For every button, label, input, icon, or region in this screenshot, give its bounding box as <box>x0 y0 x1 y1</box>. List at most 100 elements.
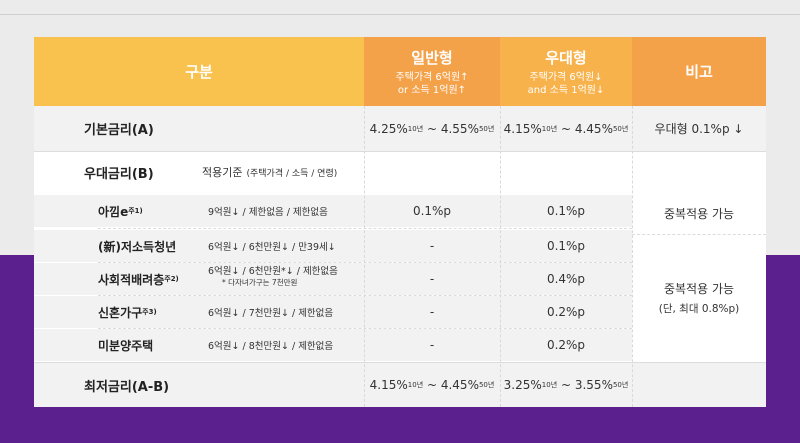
sub-row-general-0: 0.1%p <box>364 195 500 227</box>
header-category-label: 구분 <box>185 63 213 81</box>
base-rate-note-text: 우대형 0.1%p ↓ <box>654 122 744 136</box>
pref-note-top-text: 중복적용 가능 <box>663 206 735 221</box>
sub-row-criteria-4: 6억원↓ / 8천만원↓ / 제한없음 <box>204 329 364 361</box>
min-rate-general-low-sup: 10년 <box>407 381 424 389</box>
min-rate-note <box>632 363 766 407</box>
base-rate-pref-low-sup: 10년 <box>541 124 558 133</box>
header-preferential-title: 우대형 <box>545 48 587 67</box>
sub-row-general-text-4: - <box>429 338 435 352</box>
pref-rate-label: 우대금리(B) <box>34 152 184 192</box>
sub-row-criteria-text-0: 9억원↓ / 제한없음 / 제한없음 <box>208 207 328 218</box>
sub-row-pref-3: 0.2%p <box>500 296 632 328</box>
criteria-title-text: 적용기준 <box>202 166 243 179</box>
base-rate-pref-high: 4.45% <box>574 121 613 136</box>
sub-row-divider-3 <box>98 295 632 296</box>
header-preferential: 우대형 주택가격 6억원↓ and 소득 1억원↓ <box>500 37 632 106</box>
base-rate-pref-high-sup: 50년 <box>612 124 629 133</box>
sub-row-criteria-text-3: 6억원↓ / 7천만원↓ / 제한없음 <box>208 308 334 319</box>
row-divider-base <box>34 151 766 152</box>
header-general-line2: or 소득 1억원↑ <box>397 84 467 96</box>
row-divider-min <box>34 362 766 363</box>
min-rate-general-high-sup: 50년 <box>478 381 495 389</box>
sub-row-label-0: 아낌e 주1) <box>34 195 204 227</box>
sub-row-name-4: 미분양주택 <box>98 338 154 353</box>
sub-row-criteria-text-1: 6억원↓ / 6천만원↓ / 만39세↓ <box>208 242 336 253</box>
base-rate-label: 기본금리(A) <box>34 106 364 151</box>
sub-row-pref-0: 0.1%p <box>500 195 632 227</box>
header-category: 구분 <box>34 37 364 106</box>
pref-note-bottom-text-1: 중복적용 가능 <box>663 282 735 296</box>
sub-row-pref-2: 0.4%p <box>500 263 632 295</box>
sub-row-general-text-0: 0.1%p <box>412 204 452 218</box>
min-rate-pref-high-sup: 50년 <box>612 381 629 389</box>
col-divider-general <box>364 106 365 407</box>
base-rate-general-low-sup: 10년 <box>407 124 424 133</box>
base-rate-label-text: 기본금리(A) <box>84 123 154 138</box>
sub-row-pref-4: 0.2%p <box>500 329 632 361</box>
sub-row-general-3: - <box>364 296 500 328</box>
sub-row-criteria-text-2: 6억원↓ / 6천만원*↓ / 제한없음 <box>208 266 338 277</box>
col-divider-preferential <box>500 106 501 407</box>
min-rate-general-low: 4.15% <box>369 378 408 392</box>
base-rate-general-high: 4.55% <box>440 121 479 136</box>
pref-note-top: 중복적용 가능 <box>632 192 766 234</box>
min-rate-general: 4.15% 10년 ~ 4.45% 50년 <box>364 363 500 407</box>
header-note: 비고 <box>632 37 766 106</box>
sub-row-pref-text-3: 0.2%p <box>546 305 586 319</box>
rate-table: 구분 일반형 주택가격 6억원↑ or 소득 1억원↑ 우대형 주택가격 6억원… <box>34 37 766 407</box>
header-general-title: 일반형 <box>411 48 453 67</box>
sub-row-label-3: 신혼가구 주3) <box>34 296 204 328</box>
base-rate-note: 우대형 0.1%p ↓ <box>632 106 766 151</box>
sub-row-sup-0: 주1) <box>128 207 143 215</box>
header-preferential-line2: and 소득 1억원↓ <box>527 84 605 96</box>
header-general: 일반형 주택가격 6억원↑ or 소득 1억원↑ <box>364 37 500 106</box>
base-rate-general: 4.25% 10년 ~ 4.55% 50년 <box>364 106 500 151</box>
min-rate-label-text: 최저금리(A-B) <box>84 379 170 395</box>
sub-row-general-text-3: - <box>429 305 435 319</box>
sub-row-name-0: 아낌e <box>98 204 129 219</box>
sub-row-criteria-note-2: * 다자녀가구는 7천만원 <box>222 278 298 287</box>
min-rate-general-sep: ~ <box>423 378 441 392</box>
header-general-line1: 주택가격 6억원↑ <box>395 71 469 83</box>
min-rate-pref-low-sup: 10년 <box>541 381 558 389</box>
min-rate-preferential: 3.25% 10년 ~ 3.55% 50년 <box>500 363 632 407</box>
sub-row-label-1: (新)저소득청년 <box>34 230 204 262</box>
sub-row-general-1: - <box>364 230 500 262</box>
sub-row-general-4: - <box>364 329 500 361</box>
sub-row-divider-4 <box>98 328 632 329</box>
min-rate-pref-high: 3.55% <box>574 378 613 392</box>
sub-row-divider-1 <box>98 228 632 229</box>
pref-rate-label-text: 우대금리(B) <box>84 166 154 182</box>
sub-row-general-2: - <box>364 263 500 295</box>
sub-row-pref-text-2: 0.4%p <box>546 272 586 286</box>
base-rate-pref-sep: ~ <box>557 121 575 136</box>
sub-row-name-2: 사회적배려층 <box>98 272 165 287</box>
sub-row-criteria-1: 6억원↓ / 6천만원↓ / 만39세↓ <box>204 230 364 262</box>
sub-row-general-text-2: - <box>429 272 435 286</box>
sub-row-criteria-0: 9억원↓ / 제한없음 / 제한없음 <box>204 195 364 227</box>
sub-row-name-3: 신혼가구 <box>98 305 143 320</box>
sub-row-name-1: (新)저소득청년 <box>98 239 177 254</box>
base-rate-general-high-sup: 50년 <box>478 124 495 133</box>
criteria-subtitle: (주택가격 / 소득 / 연령) <box>246 168 338 179</box>
sub-row-criteria-2: 6억원↓ / 6천만원*↓ / 제한없음 * 다자녀가구는 7천만원 <box>204 263 364 295</box>
sub-row-label-2: 사회적배려층 주2) <box>34 263 204 295</box>
sub-row-pref-text-4: 0.2%p <box>546 338 586 352</box>
header-preferential-line1: 주택가격 6억원↓ <box>529 71 603 83</box>
sub-row-label-4: 미분양주택 <box>34 329 204 361</box>
base-rate-general-sep: ~ <box>423 121 441 136</box>
note-divider <box>632 234 766 235</box>
min-rate-general-high: 4.45% <box>440 378 479 392</box>
min-rate-pref-low: 3.25% <box>503 378 542 392</box>
sub-row-sup-3: 주3) <box>142 308 157 316</box>
sub-row-general-text-1: - <box>429 239 435 253</box>
sub-row-criteria-text-4: 6억원↓ / 8천만원↓ / 제한없음 <box>208 341 334 352</box>
base-rate-preferential: 4.15% 10년 ~ 4.45% 50년 <box>500 106 632 151</box>
sub-row-sup-2: 주2) <box>164 275 179 283</box>
criteria-title: 적용기준 (주택가격 / 소득 / 연령) <box>202 152 382 192</box>
sub-row-pref-1: 0.1%p <box>500 230 632 262</box>
base-rate-pref-low: 4.15% <box>503 121 542 136</box>
min-rate-label: 최저금리(A-B) <box>34 363 364 407</box>
pref-note-bottom-text-2: (단, 최대 0.8%p) <box>658 303 740 315</box>
col-divider-note <box>632 106 633 407</box>
